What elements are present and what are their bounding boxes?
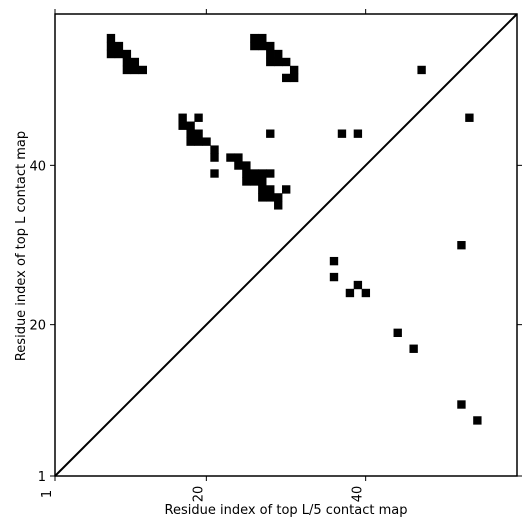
- contact-cell-upper: [242, 169, 251, 178]
- diagonal-line: [54, 13, 518, 477]
- contact-cell-upper: [234, 161, 243, 170]
- contact-cell-upper: [274, 57, 283, 67]
- x-tick-label: 20: [191, 486, 206, 503]
- contact-cell-upper: [274, 193, 283, 202]
- y-tick-label: 40: [29, 159, 46, 174]
- contact-cell-upper: [114, 41, 124, 51]
- contact-cell-upper: [242, 177, 251, 186]
- contact-cell-upper: [130, 57, 140, 67]
- contact-cell-upper: [282, 185, 291, 194]
- contact-cell-upper: [274, 201, 283, 210]
- contact-cell-upper: [122, 57, 132, 67]
- contact-cell-lower: [473, 416, 482, 425]
- contact-cell-upper: [282, 57, 291, 67]
- contact-cell-lower: [417, 65, 426, 75]
- contact-cell-upper: [106, 49, 116, 59]
- contact-cell-upper: [186, 137, 195, 146]
- contact-cell-upper: [114, 49, 124, 59]
- contact-cell-upper: [258, 193, 267, 202]
- contact-cell-upper: [258, 169, 267, 178]
- plot-frame: [54, 13, 518, 477]
- contact-cell-lower: [353, 129, 363, 138]
- contact-cell-upper: [106, 33, 116, 43]
- contact-cell-upper: [266, 185, 275, 194]
- contact-cell-lower: [345, 288, 355, 298]
- x-tick-label: 40: [351, 486, 366, 503]
- contact-cell-lower: [361, 288, 371, 298]
- contact-cell-lower: [393, 328, 402, 338]
- contact-cell-upper: [178, 121, 187, 130]
- y-tick-label: 1: [38, 470, 46, 485]
- contact-cell-upper: [274, 49, 283, 59]
- contact-cell-upper: [194, 113, 203, 122]
- contact-cell-upper: [242, 161, 251, 170]
- contact-cell-lower: [465, 113, 474, 122]
- contact-cell-upper: [194, 129, 203, 138]
- contact-cell-upper: [289, 73, 299, 83]
- contact-cell-upper: [178, 113, 187, 122]
- contact-cell-upper: [250, 169, 259, 178]
- y-axis-label: Residue index of top L contact map: [14, 131, 29, 361]
- axes: 1 20 40 1 20 40: [29, 9, 522, 502]
- contact-cell-upper: [138, 65, 148, 75]
- contact-cell-lower: [457, 400, 466, 409]
- contact-cell-upper: [266, 193, 275, 202]
- contact-cell-upper: [266, 169, 275, 178]
- contact-cell-upper: [210, 153, 219, 162]
- contact-cell-upper: [266, 49, 275, 59]
- contact-cell-upper: [266, 41, 275, 51]
- contact-cell-upper: [202, 137, 211, 146]
- contact-cell-upper: [122, 65, 132, 75]
- contact-cell-upper: [210, 145, 219, 154]
- contact-cell-lower: [353, 280, 363, 290]
- contact-cell-lower: [409, 344, 418, 353]
- contact-cell-upper: [226, 153, 235, 162]
- contact-cell-lower: [329, 272, 339, 282]
- contact-cell-upper: [130, 65, 140, 75]
- contact-cell-lower: [329, 256, 339, 266]
- contact-cell-lower: [457, 241, 466, 250]
- contact-cell-upper: [266, 129, 275, 138]
- contact-cell-lower: [337, 129, 347, 138]
- contact-cell-upper: [250, 41, 259, 51]
- contact-cell-upper: [106, 41, 116, 51]
- x-tick-label: 1: [40, 490, 55, 498]
- contact-cell-upper: [266, 57, 275, 67]
- contact-cell-upper: [210, 169, 219, 178]
- contact-cell-upper: [186, 121, 195, 130]
- plot-area: [54, 13, 518, 477]
- contact-cell-upper: [250, 177, 259, 186]
- contact-cell-upper: [258, 185, 267, 194]
- contact-cell-upper: [186, 129, 195, 138]
- contact-cell-upper: [234, 153, 243, 162]
- contact-cell-upper: [258, 177, 267, 186]
- contact-cell-upper: [250, 33, 259, 43]
- contact-cell-upper: [282, 73, 291, 83]
- y-tick-label: 20: [29, 319, 46, 334]
- contact-cell-upper: [194, 137, 203, 146]
- contact-cell-upper: [258, 41, 267, 51]
- contact-cell-upper: [289, 65, 299, 75]
- x-axis-label: Residue index of top L/5 contact map: [165, 503, 408, 518]
- contact-cell-upper: [122, 49, 132, 59]
- contact-cell-upper: [258, 33, 267, 43]
